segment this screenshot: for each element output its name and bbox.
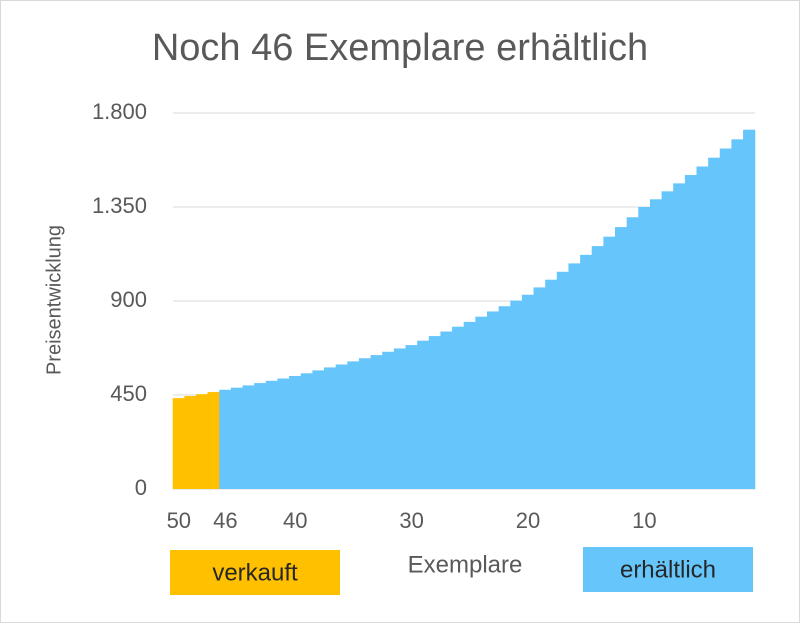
bar [673,183,686,489]
bar [510,300,523,489]
legend-label: erhältlich [620,556,716,583]
y-tick-label: 1.350 [92,193,147,218]
bar [521,294,535,489]
bar [324,367,337,489]
bar [743,129,756,489]
bar [417,340,430,489]
bar [428,336,442,489]
bar [289,375,302,489]
bar [475,316,488,489]
legend-swatch [583,547,753,592]
bar [708,157,721,490]
bar [254,383,267,489]
bar [731,139,744,489]
bar [312,370,325,489]
bar [649,199,663,489]
y-tick-label: 1.800 [92,99,147,124]
bar [556,271,570,489]
chart-title: Noch 46 Exemplare erhältlich [152,27,648,69]
bar [452,326,465,489]
legend-label: verkauft [212,559,298,586]
bar [533,287,546,489]
bar [626,217,639,490]
y-tick-label: 0 [135,475,147,500]
x-tick-label: 30 [399,508,423,533]
bar [358,358,372,489]
bar [265,380,279,489]
bar [661,191,674,490]
bar [242,385,255,489]
bar [370,355,383,489]
bar [277,378,290,489]
x-tick-label: 20 [516,508,540,533]
x-tick-label: 10 [632,508,656,533]
x-tick-label: 40 [283,508,307,533]
x-tick-label: 50 [167,508,191,533]
bar [207,392,220,489]
bar [335,364,348,489]
bar [405,345,418,489]
bar [638,207,651,489]
bar [300,373,313,489]
bar [498,306,511,489]
bar [184,396,197,489]
bar [195,394,209,489]
bar [545,279,558,489]
x-tick-label: 46 [213,508,237,533]
bar [172,398,185,489]
bar [463,321,476,489]
bar [615,227,628,489]
bar [568,263,581,489]
y-tick-label: 450 [110,381,147,406]
bar [486,311,500,489]
bar [347,361,360,489]
legend-swatch [170,550,340,595]
y-axis-label: Preisentwicklung [43,225,65,375]
y-tick-label: 900 [110,287,147,312]
bar [382,351,395,489]
x-axis-label: Exemplare [408,551,523,578]
bar [219,389,232,489]
bar [230,387,244,489]
bar [696,166,709,489]
bar [591,246,604,489]
bar [580,254,593,489]
bar [603,236,616,489]
bar [393,348,407,489]
bar [719,148,733,489]
bar [440,331,453,489]
bar [684,175,698,490]
